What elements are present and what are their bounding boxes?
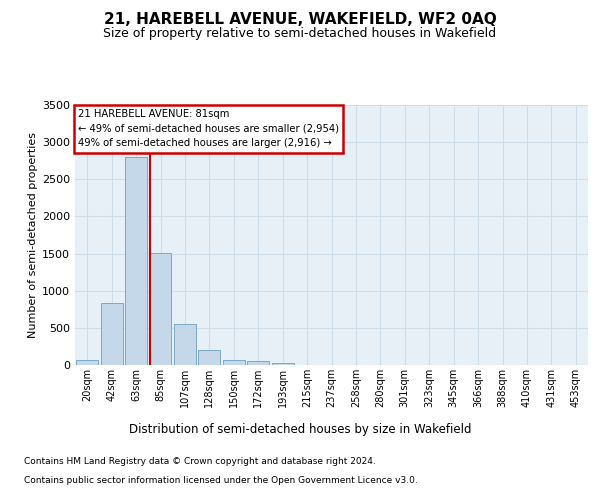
Bar xyxy=(149,253,172,365)
Text: Contains HM Land Registry data © Crown copyright and database right 2024.: Contains HM Land Registry data © Crown c… xyxy=(24,458,376,466)
Bar xyxy=(199,350,220,365)
Y-axis label: Number of semi-detached properties: Number of semi-detached properties xyxy=(28,132,38,338)
Bar xyxy=(101,302,122,365)
Bar xyxy=(247,361,269,365)
Bar xyxy=(125,157,147,365)
Text: 21, HAREBELL AVENUE, WAKEFIELD, WF2 0AQ: 21, HAREBELL AVENUE, WAKEFIELD, WF2 0AQ xyxy=(104,12,496,28)
Text: 21 HAREBELL AVENUE: 81sqm
← 49% of semi-detached houses are smaller (2,954)
49% : 21 HAREBELL AVENUE: 81sqm ← 49% of semi-… xyxy=(77,109,338,148)
Bar xyxy=(223,360,245,365)
Bar xyxy=(76,360,98,365)
Bar xyxy=(174,324,196,365)
Text: Distribution of semi-detached houses by size in Wakefield: Distribution of semi-detached houses by … xyxy=(129,422,471,436)
Text: Size of property relative to semi-detached houses in Wakefield: Size of property relative to semi-detach… xyxy=(103,28,497,40)
Text: Contains public sector information licensed under the Open Government Licence v3: Contains public sector information licen… xyxy=(24,476,418,485)
Bar xyxy=(272,363,293,365)
